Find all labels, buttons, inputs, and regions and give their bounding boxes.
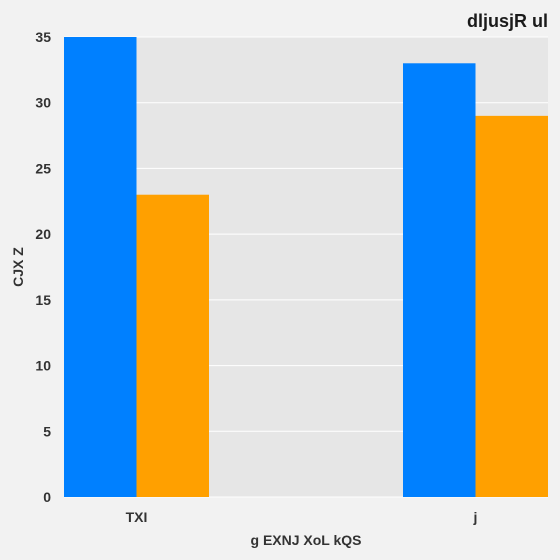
y-tick-label: 10 [35,358,51,374]
x-tick-label: j [473,509,478,525]
y-tick-label: 20 [35,226,51,242]
y-tick-label: 0 [43,489,51,505]
y-tick-label: 25 [35,160,51,176]
y-tick-label: 35 [35,29,51,45]
x-axis-ticks: TXI j [126,509,478,525]
bar-j-series-1 [403,63,476,498]
bar-TXI-series-1 [64,37,137,497]
bars [64,37,548,498]
x-axis-label: g EXNJ XoL kQS [251,532,362,548]
y-axis-ticks: 0 5 10 15 20 25 30 35 [35,29,51,505]
y-axis-label: CJX Z [10,247,26,287]
chart-title: dljusjR ul [467,11,548,31]
bar-j-series-2 [475,115,548,497]
x-tick-label: TXI [126,509,148,525]
bar-TXI-series-2 [136,194,209,497]
y-tick-label: 15 [35,292,51,308]
y-tick-label: 30 [35,95,51,111]
y-tick-label: 5 [43,423,51,439]
